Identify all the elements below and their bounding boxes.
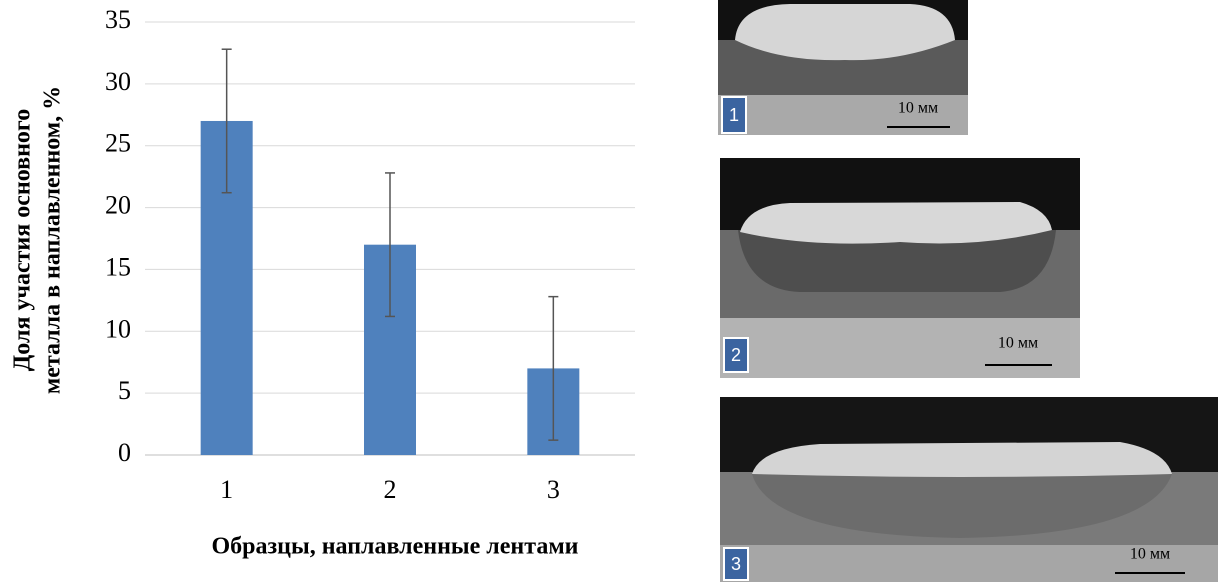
page: 0 5 10 15 20 25 30 35 Доля участия основногомета… — [0, 0, 1218, 582]
y-tick-label: 15 — [105, 252, 131, 281]
y-tick-label: 30 — [105, 67, 131, 96]
x-tick-label: 2 — [384, 475, 397, 504]
weld-bead — [740, 202, 1052, 244]
y-axis-title: Доля участия основного — [10, 109, 36, 371]
x-axis-title: Образцы, наплавленные лентами — [211, 534, 578, 560]
weld-bead — [752, 442, 1172, 477]
y-axis-title: металла в наплавленном, % — [40, 86, 66, 394]
y-tick-label: 20 — [105, 191, 131, 220]
y-tick-label: 10 — [105, 314, 131, 343]
y-tick-label: 5 — [118, 376, 131, 405]
macrosection-2: 2 10 мм — [720, 158, 1080, 378]
x-tick-label: 3 — [547, 475, 560, 504]
y-tick-label: 25 — [105, 129, 131, 158]
photo-label: 1 — [729, 105, 739, 125]
macrosection-1: 1 10 мм — [718, 0, 968, 135]
scale-text: 10 мм — [998, 335, 1038, 352]
x-tick-label: 1 — [220, 475, 233, 504]
scale-text: 10 мм — [898, 100, 938, 117]
y-tick-label: 35 — [105, 5, 131, 34]
macrosection-3: 3 10 мм — [720, 397, 1218, 582]
scale-text: 10 мм — [1130, 546, 1170, 563]
photo-label: 3 — [731, 554, 741, 574]
photo-label: 2 — [731, 345, 741, 365]
y-tick-label: 0 — [118, 438, 131, 467]
